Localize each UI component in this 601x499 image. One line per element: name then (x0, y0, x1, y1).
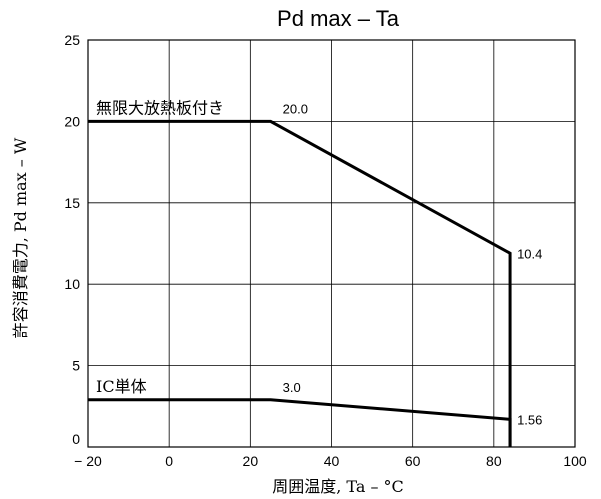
x-axis-label: 周囲温度, Ta – °C (272, 477, 404, 496)
y-axis-ticks: 0 5 10 15 20 25 (64, 32, 80, 447)
series-label-2: IC単体 (96, 377, 147, 396)
y-tick-label: 20 (64, 113, 80, 129)
chart-title: Pd max – Ta (277, 6, 400, 31)
y-tick-label: 25 (64, 32, 80, 48)
series-layer: 無限大放熱板付き IC単体 (88, 98, 512, 447)
series-line-1 (88, 119, 512, 447)
series-label-1: 無限大放熱板付き (96, 98, 224, 117)
annotations: 20.0 10.4 3.0 1.56 (283, 101, 543, 427)
x-tick-label: 60 (405, 453, 421, 469)
plot-frame (87, 39, 576, 448)
data-label-1: 20.0 (283, 101, 308, 116)
y-tick-label: 0 (72, 431, 80, 447)
x-tick-label: 0 (165, 453, 173, 469)
x-tick-label: 20 (243, 453, 259, 469)
y-tick-label: 5 (72, 358, 80, 374)
data-label-3: 3.0 (283, 380, 301, 395)
y-tick-label: 10 (64, 276, 80, 292)
x-tick-label: 100 (563, 453, 587, 469)
x-axis-ticks: − 20 0 20 40 60 80 100 (74, 453, 587, 469)
y-tick-label: 15 (64, 195, 80, 211)
x-tick-label: 80 (486, 453, 502, 469)
data-label-2: 10.4 (517, 246, 542, 261)
y-axis-label: 許容消費電力, Pd max – W (11, 137, 30, 338)
data-label-4: 1.56 (517, 412, 542, 427)
series-line-2 (88, 398, 512, 447)
x-tick-label: 40 (324, 453, 340, 469)
x-tick-label: − 20 (74, 453, 102, 469)
